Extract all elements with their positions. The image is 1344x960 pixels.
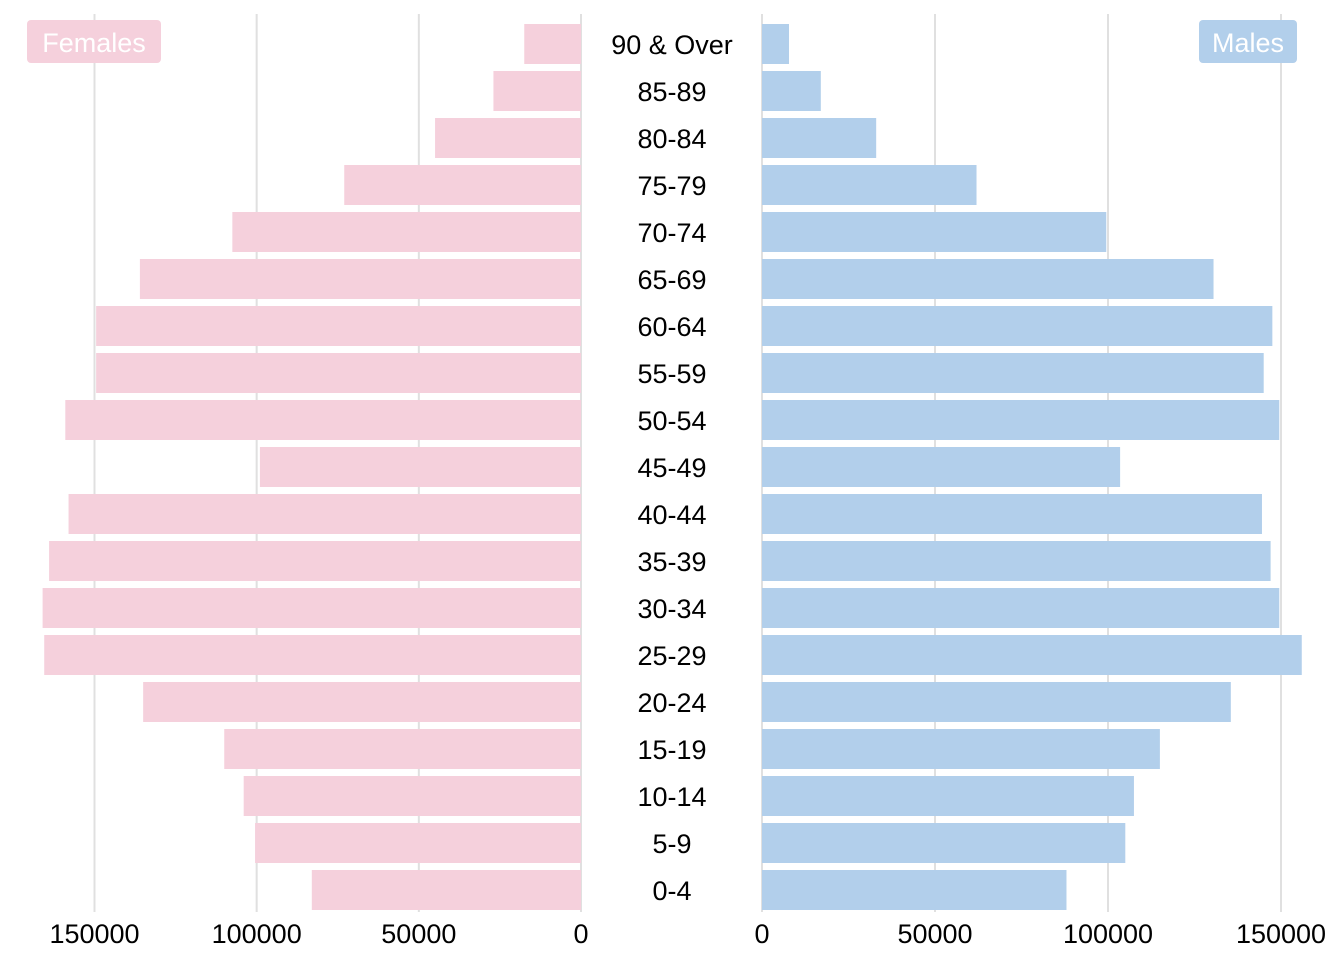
female-bar-10-14 [243, 776, 581, 816]
male-bar-25-29 [762, 635, 1302, 675]
age-label: 30-34 [637, 594, 706, 624]
male-bar-85-89 [762, 71, 821, 111]
legend-females-box [27, 20, 161, 63]
female-tick-label: 100000 [212, 919, 302, 949]
legend-males-label: Males [1212, 28, 1284, 58]
age-label: 10-14 [637, 782, 706, 812]
female-bar-70-74 [232, 212, 581, 252]
female-bar-90-over [524, 24, 581, 64]
female-bar-50-54 [65, 400, 581, 440]
age-group-labels: 0-4 5-9 10-14 15-19 20-24 25-29 30-34 35-39 40-4… [611, 30, 733, 906]
age-label: 5-9 [652, 829, 691, 859]
age-label: 0-4 [652, 876, 691, 906]
male-bar-0-4 [762, 870, 1067, 910]
male-tick-label: 0 [754, 919, 769, 949]
male-bar-90-over [762, 24, 789, 64]
female-bar-55-59 [96, 353, 581, 393]
female-bar-85-89 [493, 71, 581, 111]
age-label: 40-44 [637, 500, 706, 530]
male-bar-55-59 [762, 353, 1264, 393]
male-bar-70-74 [762, 212, 1107, 252]
male-bar-60-64 [762, 306, 1273, 346]
male-axis-ticks: 0 50000 100000 150000 [754, 919, 1326, 949]
male-tick-label: 150000 [1236, 919, 1326, 949]
age-label: 25-29 [637, 641, 706, 671]
male-bar-15-19 [762, 729, 1160, 769]
male-bar-45-49 [762, 447, 1121, 487]
male-bar-10-14 [762, 776, 1134, 816]
female-bar-40-44 [68, 494, 581, 534]
male-tick-label: 50000 [897, 919, 972, 949]
female-bar-35-39 [49, 541, 582, 581]
male-bar-30-34 [762, 588, 1280, 628]
female-tick-label: 0 [573, 919, 588, 949]
legend-females: Females [27, 20, 161, 63]
female-bar-0-4 [311, 870, 581, 910]
female-bar-45-49 [259, 447, 581, 487]
age-label: 90 & Over [611, 30, 733, 60]
male-bars [762, 24, 1302, 910]
age-label: 70-74 [637, 218, 706, 248]
age-label: 55-59 [637, 359, 706, 389]
legend-females-label: Females [42, 28, 146, 58]
male-bar-65-69 [762, 259, 1214, 299]
female-bar-60-64 [96, 306, 581, 346]
female-bar-65-69 [139, 259, 581, 299]
female-axis-ticks: 150000 100000 50000 0 [49, 919, 588, 949]
age-label: 85-89 [637, 77, 706, 107]
age-label: 65-69 [637, 265, 706, 295]
male-bar-5-9 [762, 823, 1126, 863]
female-bar-20-24 [143, 682, 581, 722]
age-label: 75-79 [637, 171, 706, 201]
male-bar-75-79 [762, 165, 977, 205]
age-label: 80-84 [637, 124, 706, 154]
age-label: 60-64 [637, 312, 706, 342]
male-bar-20-24 [762, 682, 1231, 722]
age-label: 50-54 [637, 406, 706, 436]
male-bar-40-44 [762, 494, 1262, 534]
male-bar-50-54 [762, 400, 1280, 440]
male-tick-label: 100000 [1063, 919, 1153, 949]
male-bar-80-84 [762, 118, 877, 158]
age-label: 15-19 [637, 735, 706, 765]
female-bar-25-29 [44, 635, 581, 675]
female-tick-label: 50000 [381, 919, 456, 949]
female-tick-label: 150000 [49, 919, 139, 949]
female-bars [42, 24, 582, 910]
female-bar-75-79 [344, 165, 581, 205]
female-bar-30-34 [42, 588, 581, 628]
legend-males: Males [1199, 20, 1297, 63]
female-bar-80-84 [435, 118, 581, 158]
legend-males-box [1199, 20, 1297, 63]
age-label: 35-39 [637, 547, 706, 577]
female-bar-5-9 [255, 823, 582, 863]
male-bar-35-39 [762, 541, 1271, 581]
age-label: 45-49 [637, 453, 706, 483]
age-label: 20-24 [637, 688, 706, 718]
female-bar-15-19 [224, 729, 581, 769]
